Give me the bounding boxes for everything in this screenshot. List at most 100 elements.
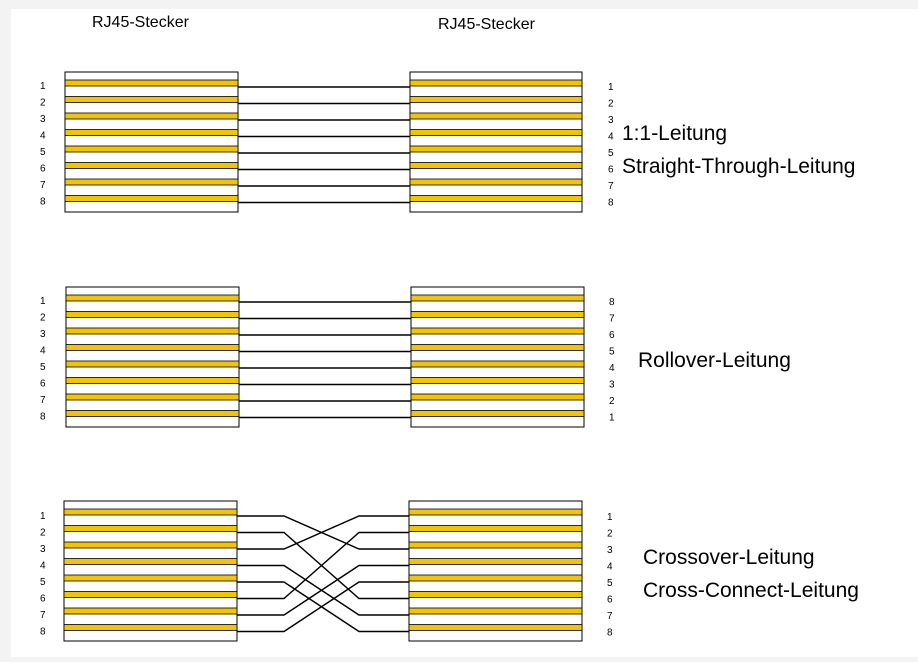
right-wire-7 — [409, 178, 583, 186]
left-connector-rollover — [65, 286, 240, 428]
right-wire-4 — [408, 558, 583, 565]
right-wire-1 — [409, 79, 583, 87]
right-wire-1 — [408, 508, 583, 516]
left-pin-label: 8 — [40, 412, 46, 423]
right-pin-label: 8 — [607, 628, 613, 639]
left-connector-body — [63, 500, 238, 642]
left-pin-label: 2 — [40, 528, 46, 539]
cable-wire-8 — [237, 581, 409, 633]
left-pin-label: 7 — [40, 395, 46, 406]
left-pin-label: 5 — [40, 147, 46, 158]
cable-title: Cross-Connect-Leitung — [643, 579, 859, 602]
section-crossover: 1 2 3 4 5 6 7 8 1 2 3 4 5 6 7 8 Crossover-Leitung Cross-C… — [40, 500, 859, 642]
left-connector-crossover — [63, 500, 238, 642]
right-connector-rollover — [410, 286, 585, 428]
left-connector-straight — [64, 71, 239, 213]
right-pin-label: 3 — [608, 115, 614, 126]
left-pin-label: 2 — [40, 313, 46, 324]
cable-title: 1:1-Leitung — [622, 122, 727, 145]
left-pin-label: 3 — [40, 329, 46, 340]
left-wire-2 — [63, 525, 238, 532]
right-pin-label: 2 — [607, 529, 613, 540]
left-wire-2 — [65, 311, 240, 318]
right-pin-label: 2 — [608, 99, 614, 110]
left-wire-2 — [64, 96, 239, 103]
left-wire-4 — [64, 129, 239, 136]
right-pin-label: 8 — [609, 297, 615, 308]
left-pin-label: 4 — [40, 561, 46, 572]
right-wire-8 — [409, 195, 583, 202]
right-connector-header: RJ45-Stecker — [438, 16, 536, 33]
left-wire-7 — [64, 178, 239, 186]
left-wire-3 — [65, 327, 240, 335]
right-wire-5 — [409, 145, 583, 153]
left-pin-label: 3 — [40, 544, 46, 555]
right-wire-4 — [409, 129, 583, 136]
cable-title: Rollover-Leitung — [638, 349, 791, 372]
left-pin-label: 6 — [40, 164, 46, 175]
right-pin-label: 1 — [607, 512, 613, 523]
left-wire-8 — [63, 624, 238, 631]
right-pin-label: 3 — [609, 380, 615, 391]
right-pin-label: 5 — [607, 578, 613, 589]
cable-wire-7 — [237, 564, 409, 616]
left-wire-4 — [63, 558, 238, 565]
right-wire-5 — [408, 574, 583, 582]
right-pin-label: 5 — [609, 347, 615, 358]
right-wire-6 — [409, 162, 583, 169]
cable-wire-6 — [237, 531, 409, 600]
left-wire-7 — [65, 393, 240, 401]
right-pin-label: 2 — [609, 396, 615, 407]
left-connector-header: RJ45-Stecker — [92, 14, 190, 31]
left-wire-3 — [63, 541, 238, 549]
right-pin-label: 1 — [609, 413, 615, 424]
right-wire-5 — [410, 360, 585, 368]
right-pin-label: 1 — [608, 82, 614, 93]
left-pin-label: 6 — [40, 379, 46, 390]
section-straight: 1 2 3 4 5 6 7 8 1 2 3 4 5 6 7 8 1:1-Leitung Straight-Thro… — [40, 71, 855, 213]
left-wire-1 — [65, 294, 240, 302]
left-wire-6 — [65, 377, 240, 384]
right-connector-straight — [409, 71, 583, 213]
right-wire-2 — [409, 96, 583, 103]
left-wire-1 — [64, 79, 239, 87]
left-pin-label: 7 — [40, 180, 46, 191]
right-wire-3 — [410, 327, 585, 335]
left-connector-body — [64, 71, 239, 213]
left-pin-label: 1 — [40, 296, 46, 307]
left-wire-8 — [64, 195, 239, 202]
left-pin-label: 5 — [40, 577, 46, 588]
right-wire-8 — [410, 410, 585, 417]
right-connector-crossover — [408, 500, 583, 642]
left-pin-label: 6 — [40, 594, 46, 605]
right-pin-label: 4 — [609, 363, 615, 374]
right-pin-label: 4 — [607, 562, 613, 573]
right-pin-label: 6 — [607, 595, 613, 606]
cable-sections: 1 2 3 4 5 6 7 8 1 2 3 4 5 6 7 8 1:1-Leitung Straight-Thro… — [40, 71, 859, 642]
right-wire-8 — [408, 624, 583, 631]
right-wire-6 — [408, 591, 583, 598]
right-pin-label: 6 — [608, 165, 614, 176]
right-wire-7 — [410, 393, 585, 401]
right-wire-3 — [409, 112, 583, 120]
right-connector-body — [410, 286, 585, 428]
right-wire-2 — [410, 311, 585, 318]
right-pin-label: 5 — [608, 148, 614, 159]
right-pin-label: 6 — [609, 330, 615, 341]
left-wire-7 — [63, 607, 238, 615]
right-pin-label: 7 — [609, 314, 615, 325]
right-wire-2 — [408, 525, 583, 532]
right-wire-4 — [410, 344, 585, 351]
right-wire-3 — [408, 541, 583, 549]
left-pin-label: 2 — [40, 98, 46, 109]
left-pin-label: 4 — [40, 131, 46, 142]
right-pin-label: 7 — [608, 181, 614, 192]
right-pin-label: 4 — [608, 132, 614, 143]
left-pin-label: 1 — [40, 81, 46, 92]
left-connector-body — [65, 286, 240, 428]
left-wire-5 — [64, 145, 239, 153]
left-pin-label: 3 — [40, 114, 46, 125]
left-pin-label: 8 — [40, 627, 46, 638]
